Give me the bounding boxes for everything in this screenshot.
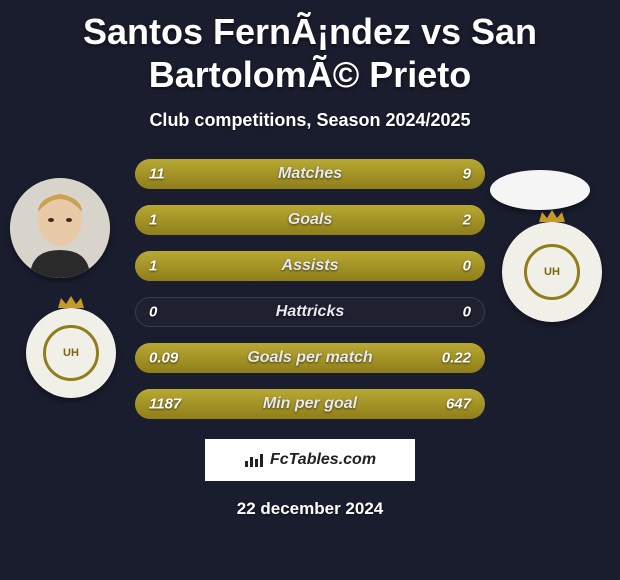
stat-row: 1 2 Goals (135, 205, 485, 235)
stat-value-left: 0 (149, 304, 157, 321)
stat-label: Assists (282, 257, 339, 275)
stat-value-left: 1 (149, 212, 157, 229)
footer-date: 22 december 2024 (0, 499, 620, 519)
brand-text: FcTables.com (270, 451, 376, 469)
stat-label: Goals per match (247, 349, 372, 367)
stat-value-right: 9 (463, 166, 471, 183)
page-title: Santos FernÃ¡ndez vs San BartolomÃ© Prie… (0, 0, 620, 96)
chart-icon (244, 452, 264, 468)
stat-label: Min per goal (263, 395, 357, 413)
stat-value-right: 0.22 (442, 350, 471, 367)
stats-area: 11 9 Matches 1 2 Goals 1 0 Assists 0 0 Hattricks 0.0… (0, 159, 620, 419)
stat-row: 0.09 0.22 Goals per match (135, 343, 485, 373)
stat-value-right: 0 (463, 258, 471, 275)
stat-value-right: 2 (463, 212, 471, 229)
stat-value-right: 0 (463, 304, 471, 321)
stat-row: 11 9 Matches (135, 159, 485, 189)
stat-label: Goals (288, 211, 332, 229)
stat-bar-fill-right (328, 159, 486, 189)
comparison-card: Santos FernÃ¡ndez vs San BartolomÃ© Prie… (0, 0, 620, 580)
brand-footer: FcTables.com (205, 439, 415, 481)
stat-row: 1187 647 Min per goal (135, 389, 485, 419)
stat-row: 0 0 Hattricks (135, 297, 485, 327)
stat-bar-fill-right (251, 205, 486, 235)
stat-label: Hattricks (276, 303, 344, 321)
stat-value-left: 0.09 (149, 350, 178, 367)
subtitle: Club competitions, Season 2024/2025 (0, 110, 620, 131)
stat-value-right: 647 (446, 396, 471, 413)
stat-label: Matches (278, 165, 342, 183)
stat-value-left: 11 (149, 166, 165, 183)
stat-row: 1 0 Assists (135, 251, 485, 281)
stat-value-left: 1187 (149, 396, 181, 413)
stat-value-left: 1 (149, 258, 157, 275)
